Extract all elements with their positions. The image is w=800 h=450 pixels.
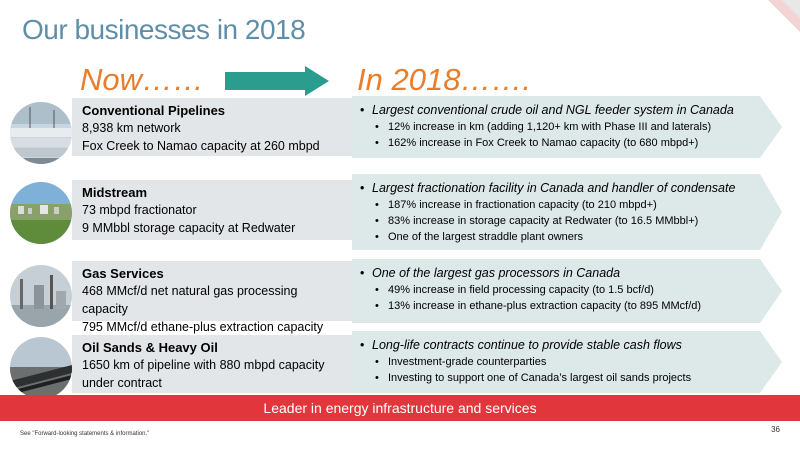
outlook-arrow: Long-life contracts continue to provide … [352, 331, 782, 393]
outlook-main: Largest conventional crude oil and NGL f… [358, 102, 768, 119]
pipeline-photo [10, 102, 72, 164]
outlook-sub: 187% increase in fractionation capacity … [358, 197, 768, 213]
now-fact: 468 MMcf/d net natural gas processing ca… [82, 284, 298, 316]
now-box: Oil Sands & Heavy Oil 1650 km of pipelin… [72, 335, 355, 393]
business-heading: Oil Sands & Heavy Oil [82, 340, 218, 355]
outlook-arrow: Largest conventional crude oil and NGL f… [352, 96, 782, 158]
oil-sands-pipeline-photo [10, 337, 72, 399]
outlook-main: One of the largest gas processors in Can… [358, 265, 768, 282]
outlook-sub: Investment-grade counterparties [358, 354, 768, 370]
page-title: Our businesses in 2018 [22, 14, 306, 45]
page-number: 36 [771, 425, 780, 434]
now-fact: 1650 km of pipeline with 880 mbpd capaci… [82, 358, 325, 390]
outlook-sub: 12% increase in km (adding 1,120+ km wit… [358, 119, 768, 135]
transition-arrow-icon [225, 66, 329, 96]
now-fact: Fox Creek to Namao capacity at 260 mbpd [82, 139, 320, 153]
outlook-arrow: Largest fractionation facility in Canada… [352, 174, 782, 250]
now-box: Conventional Pipelines 8,938 km network … [72, 98, 355, 156]
now-fact: 795 MMcf/d ethane-plus extraction capaci… [82, 320, 324, 334]
in-2018-label: In 2018……. [357, 62, 532, 97]
footnote: See "Forward-looking statements & inform… [20, 431, 150, 437]
business-heading: Conventional Pipelines [82, 103, 226, 118]
outlook-sub: Investing to support one of Canada’s lar… [358, 370, 768, 386]
footer-banner: Leader in energy infrastructure and serv… [0, 395, 800, 421]
outlook-sub: 49% increase in field processing capacit… [358, 282, 768, 298]
now-fact: 9 MMbbl storage capacity at Redwater [82, 221, 296, 235]
outlook-sub: 83% increase in storage capacity at Redw… [358, 213, 768, 229]
outlook-sub: 162% increase in Fox Creek to Namao capa… [358, 135, 768, 151]
business-heading: Gas Services [82, 266, 164, 281]
corner-decoration [768, 0, 800, 32]
now-box: Midstream 73 mbpd fractionator 9 MMbbl s… [72, 180, 355, 240]
now-fact: 73 mbpd fractionator [82, 203, 197, 217]
business-heading: Midstream [82, 185, 148, 200]
midstream-photo [10, 182, 72, 244]
now-label: Now…… [80, 62, 205, 97]
now-box: Gas Services 468 MMcf/d net natural gas … [72, 261, 355, 334]
gas-plant-photo [10, 265, 72, 327]
outlook-main: Long-life contracts continue to provide … [358, 337, 768, 354]
outlook-sub: 13% increase in ethane-plus extraction c… [358, 298, 768, 314]
outlook-sub: One of the largest straddle plant owners [358, 229, 768, 245]
now-fact: 8,938 km network [82, 121, 181, 135]
outlook-arrow: One of the largest gas processors in Can… [352, 259, 782, 323]
outlook-main: Largest fractionation facility in Canada… [358, 180, 768, 197]
